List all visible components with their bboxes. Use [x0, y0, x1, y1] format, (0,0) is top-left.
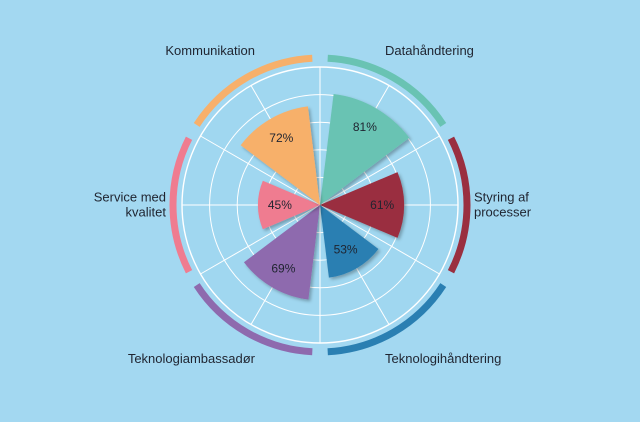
- grid-spoke-3: [319, 135, 440, 206]
- value-labels: 81% 61% 53% 69% 45% 72%: [268, 120, 395, 275]
- outer-arc-teknologih-ndtering: [327, 283, 447, 356]
- grid-spoke-11: [200, 135, 321, 206]
- outer-arc-datah-ndtering: [327, 54, 447, 127]
- value-label-datah-ndtering: 81%: [353, 120, 377, 134]
- wedge-kommunikation: [240, 106, 320, 205]
- value-label-teknologiambassad-r: 69%: [271, 261, 295, 275]
- outer-arc-teknologiambassad-r: [193, 283, 313, 356]
- wedge-styring-af-processer: [320, 172, 405, 238]
- outer-arc-styring-af-processer: [447, 136, 471, 274]
- wedge-service-med-kvalitet: [257, 180, 320, 230]
- value-label-kommunikation: 72%: [269, 131, 293, 145]
- category-labels: Datahåndtering Styring af processer Teknolo…: [94, 43, 532, 366]
- wedge-teknologiambassad-r: [243, 205, 320, 300]
- outer-category-arcs: [169, 54, 471, 356]
- category-label-styring-af-processer: Styring af processer: [474, 190, 532, 220]
- value-label-styring-af-processer: 61%: [370, 198, 394, 212]
- wedge-datah-ndtering: [320, 94, 410, 205]
- category-label-kommunikation: Kommunikation: [165, 43, 255, 58]
- grid-spoke-5: [319, 204, 440, 275]
- grid-spoke-9: [200, 204, 321, 275]
- outer-arc-service-med-kvalitet: [169, 136, 193, 274]
- wedge-teknologih-ndtering: [320, 205, 379, 278]
- value-label-service-med-kvalitet: 45%: [268, 198, 292, 212]
- category-label-teknologih-ndtering: Teknologihåndtering: [385, 351, 501, 366]
- category-label-datah-ndtering: Datahåndtering: [385, 43, 474, 58]
- category-label-teknologiambassad-r: Teknologiambassadør: [128, 351, 256, 366]
- data-wedges: [240, 94, 410, 300]
- outer-arc-kommunikation: [193, 54, 313, 127]
- value-label-teknologih-ndtering: 53%: [334, 242, 358, 256]
- category-label-service-med-kvalitet: Service med kvalitet: [94, 190, 167, 220]
